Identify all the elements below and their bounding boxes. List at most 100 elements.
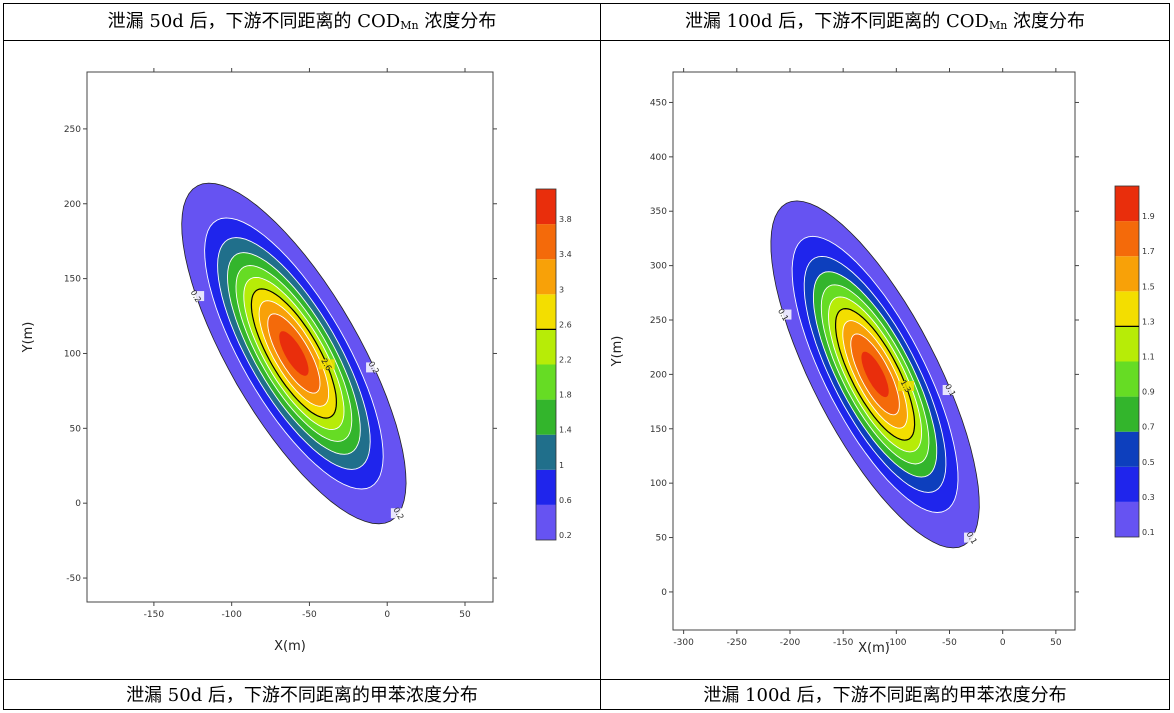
contour-line (803, 255, 947, 493)
colorbar-tick-label: 1.7 (1142, 247, 1155, 256)
x-tick-label: 0 (1000, 638, 1006, 648)
column-divider (600, 4, 601, 709)
colorbar-swatch (536, 434, 556, 470)
contour-line (258, 300, 330, 407)
colorbar-tick-label: 1 (559, 461, 564, 470)
contour-line (812, 271, 938, 478)
y-tick-label: 350 (650, 207, 667, 217)
contour-label-bg (897, 381, 914, 392)
contour-band-9 (279, 331, 309, 376)
contour-line (204, 217, 384, 490)
colorbar-swatch (536, 259, 556, 295)
contour-label-bg (188, 291, 205, 302)
contour-label-bg (390, 508, 407, 519)
y-tick-label: 50 (70, 424, 82, 434)
colorbar-swatch (1115, 186, 1139, 222)
row-divider-bottom (4, 679, 1169, 680)
colorbar-tick-label: 1.3 (1142, 317, 1155, 326)
x-tick-label: -250 (727, 638, 748, 648)
colorbar-swatch (1115, 501, 1139, 537)
contour-line (820, 284, 930, 465)
contour-band-9 (861, 351, 889, 398)
y-tick-label: 0 (661, 588, 667, 598)
x-tick-label: -50 (942, 638, 957, 648)
colorbar-swatch (1115, 256, 1139, 292)
colorbar-swatch (1115, 466, 1139, 502)
contour-label-bg (964, 532, 981, 543)
x-tick-label: -150 (144, 610, 165, 620)
colorbar-swatch (536, 364, 556, 400)
colorbar-swatch (536, 294, 556, 330)
colorbar-tick-label: 0.7 (1142, 423, 1155, 432)
y-tick-label: 450 (650, 98, 667, 108)
colorbar-swatch (1115, 361, 1139, 397)
contour-line (250, 288, 338, 419)
colorbar-tick-label: 1.5 (1142, 282, 1155, 291)
colorbar-swatch (536, 469, 556, 505)
colorbar-swatch (1115, 291, 1139, 327)
colorbar-swatch (1115, 396, 1139, 432)
contour-line (791, 235, 959, 513)
caption-bottom-right: 泄漏 100d 后，下游不同距离的甲苯浓度分布 (703, 685, 1067, 706)
y-tick-label: 300 (650, 262, 667, 272)
colorbar-tick-label: 3 (559, 285, 564, 294)
contour-line (267, 313, 321, 394)
contour-label-bg (775, 309, 792, 320)
x-tick-label: 50 (1050, 638, 1062, 648)
y-tick-label: 100 (650, 479, 667, 489)
y-axis-label: Y(m) (610, 336, 625, 368)
x-tick-label: -300 (673, 638, 694, 648)
colorbar-swatch (536, 399, 556, 435)
y-tick-label: 100 (64, 349, 81, 359)
colorbar-swatch (536, 189, 556, 225)
colorbar-frame (535, 188, 557, 541)
colorbar-tick-label: 1.9 (1142, 212, 1155, 221)
contour-line (235, 265, 353, 442)
colorbar-tick-label: 0.3 (1142, 493, 1155, 502)
y-tick-label: 250 (64, 125, 81, 135)
x-axis-label: X(m) (274, 639, 306, 654)
x-tick-label: -50 (302, 610, 317, 620)
colorbar-tick-label: 0.1 (1142, 528, 1155, 537)
colorbar-swatch (1115, 221, 1139, 257)
codmn-contour-chart-50d: 0.20.20.22.6-150 -100 -50 0 50-5005010015020… (21, 68, 572, 654)
caption-top-left: 泄漏 50d 后，下游不同距离的 CODMn 浓度分布 (107, 11, 497, 32)
x-tick-label: -100 (221, 610, 242, 620)
y-tick-label: 200 (650, 370, 667, 380)
y-tick-label: 200 (64, 200, 81, 210)
contour-line (243, 276, 345, 431)
y-tick-label: 400 (650, 153, 667, 163)
contour-line (227, 252, 361, 455)
colorbar-tick-label: 1.1 (1142, 353, 1155, 362)
colorbar-tick-label: 2.6 (559, 320, 572, 329)
caption-bottom-left: 泄漏 50d 后，下游不同距离的甲苯浓度分布 (126, 685, 478, 706)
row-divider-top (4, 40, 1169, 41)
contour-label-bg (318, 359, 335, 370)
contour-line (835, 307, 916, 441)
x-axis-label: X(m) (858, 641, 890, 656)
contour-label-bg (366, 362, 383, 373)
colorbar-tick-label: 1.8 (559, 391, 572, 400)
contour-line (217, 237, 371, 470)
y-tick-label: 0 (75, 499, 81, 509)
contour-line (850, 333, 900, 416)
colorbar-tick-label: 2.2 (559, 356, 572, 365)
colorbar-tick-label: 3.8 (559, 215, 572, 224)
contour-line (842, 320, 908, 429)
colorbar-swatch (536, 329, 556, 365)
y-axis-label: Y(m) (21, 322, 36, 354)
x-tick-label: -100 (886, 638, 907, 648)
colorbar-frame (1114, 185, 1140, 538)
caption-top-right: 泄漏 100d 后，下游不同距离的 CODMn 浓度分布 (684, 11, 1086, 32)
x-tick-label: 0 (384, 610, 390, 620)
y-tick-label: 250 (650, 316, 667, 326)
contour-label-bg (942, 385, 959, 396)
x-tick-label: -200 (780, 638, 801, 648)
contour-fills (770, 200, 980, 549)
colorbar-swatch (1115, 326, 1139, 362)
colorbar-tick-label: 0.6 (559, 496, 572, 505)
colorbar-swatch (536, 504, 556, 540)
colorbar-tick-label: 0.2 (559, 531, 572, 540)
x-tick-label: 50 (459, 610, 471, 620)
colorbar-tick-label: 0.9 (1142, 388, 1155, 397)
